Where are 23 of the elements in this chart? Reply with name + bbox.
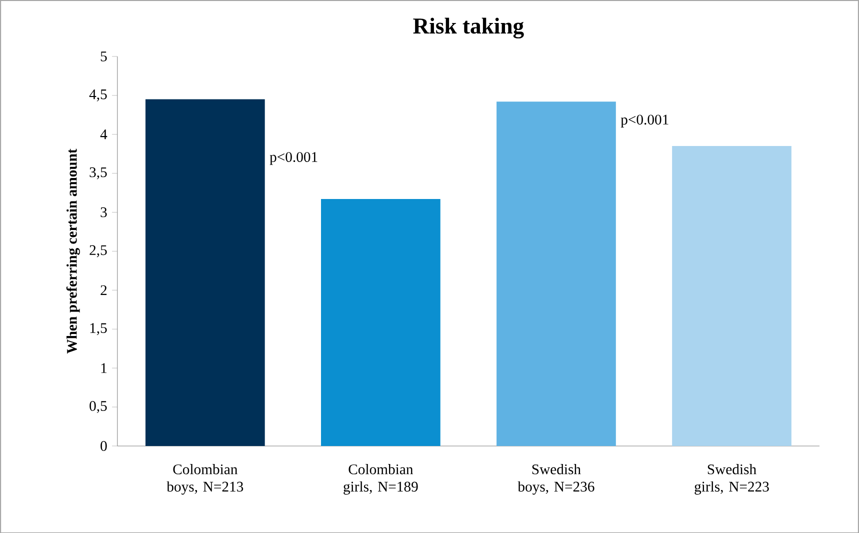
y-axis-title: When preferring certain amount: [66, 148, 80, 354]
x-tick-label: Colombian boys, N=213: [166, 464, 244, 494]
annotation: p<0.001: [620, 114, 668, 128]
bar: [672, 146, 792, 446]
bar: [321, 198, 440, 446]
y-tick-label: 0,5: [90, 400, 107, 413]
x-tick-label: Colombian girls, N=189: [344, 464, 418, 494]
y-tick-label: 4: [100, 129, 108, 139]
y-tick-label: 2,5: [90, 245, 107, 257]
y-tick-label: 3: [100, 207, 107, 217]
y-tick-label: 5: [100, 51, 107, 62]
y-tick-label: 4,5: [89, 89, 107, 102]
y-tick-label: 1,5: [90, 322, 107, 335]
y-tick-label: 2: [100, 285, 107, 295]
x-tick-label: Swedish boys, N=236: [518, 464, 594, 494]
y-tick-label: 1: [101, 363, 106, 373]
chart-title: Risk taking: [413, 18, 524, 38]
y-tick-label: 0: [100, 440, 107, 451]
annotation: p<0.001: [270, 152, 318, 165]
x-tick-label: Swedish girls, N=223: [694, 464, 769, 494]
bar: [496, 101, 616, 446]
bar: [145, 99, 265, 446]
y-tick-label: 3,5: [90, 167, 107, 180]
